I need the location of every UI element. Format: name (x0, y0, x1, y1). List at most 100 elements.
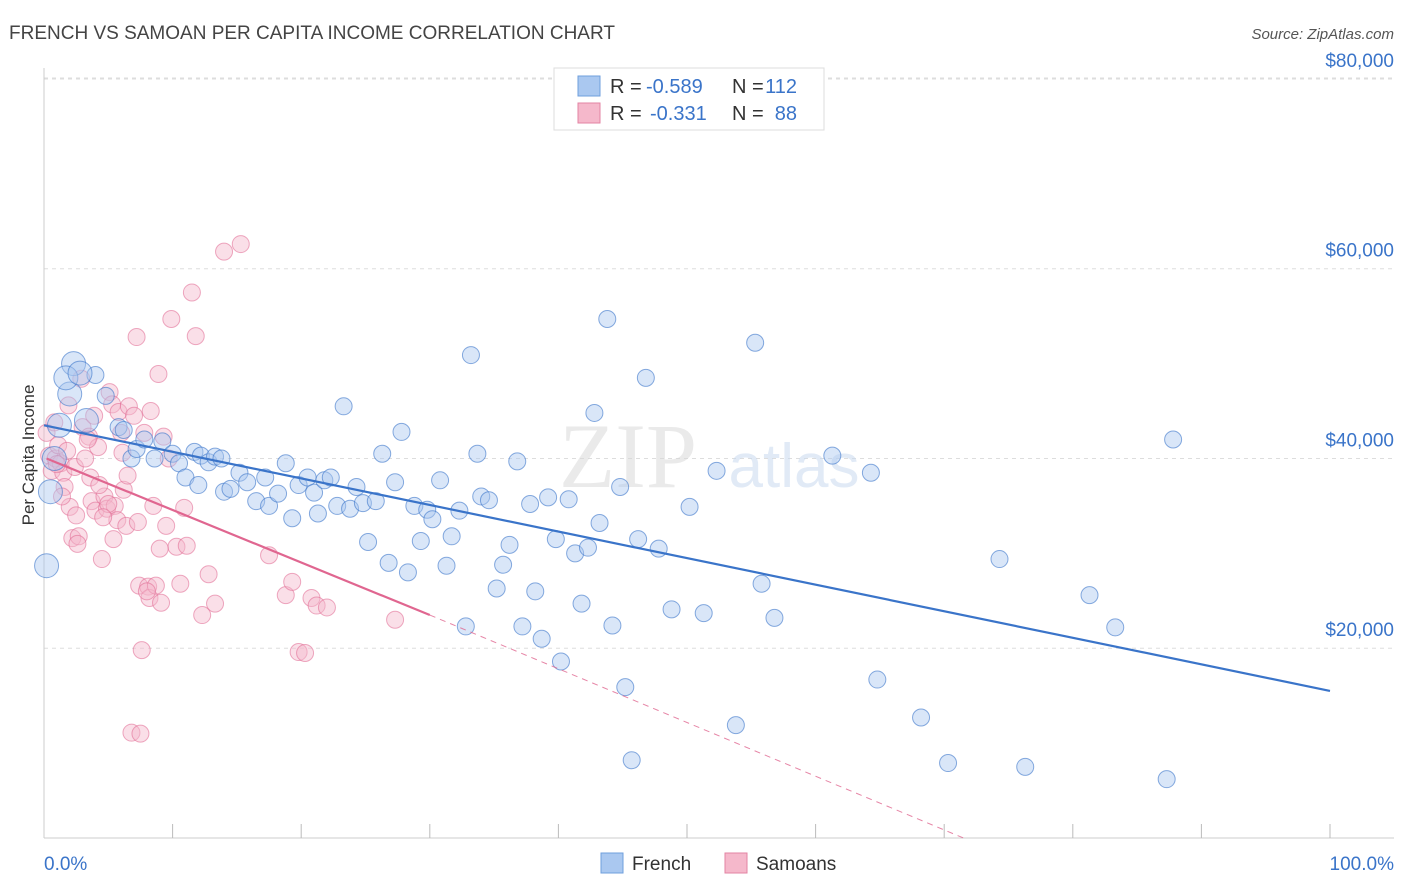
french-point (616, 678, 635, 697)
french-point (578, 538, 597, 557)
french-point (379, 553, 398, 572)
samoans-point (68, 534, 87, 553)
samoans-point (76, 449, 95, 468)
french-point (1157, 770, 1176, 789)
french-point (990, 550, 1009, 569)
french-point (746, 333, 765, 352)
samoans-point (94, 508, 113, 527)
french-point (1080, 586, 1099, 605)
french-point (726, 716, 745, 735)
french-point (526, 582, 545, 601)
french-series (34, 310, 1183, 789)
samoans-point (63, 529, 82, 548)
french-point (46, 412, 72, 438)
french-point (551, 652, 570, 671)
legend-n-value-samoans: 88 (775, 103, 797, 125)
samoans-point (105, 496, 124, 515)
samoans-trend-line (46, 457, 431, 617)
french-point (680, 497, 699, 516)
y-tick-label: $80,000 (1325, 51, 1394, 72)
samoans-point (152, 593, 171, 612)
french-point (662, 600, 681, 619)
samoans-point (89, 438, 108, 457)
french-point (305, 483, 324, 502)
samoans-point (125, 406, 144, 425)
french-point (145, 449, 164, 468)
french-point (109, 418, 128, 437)
y-tick-label: $20,000 (1325, 620, 1394, 641)
legend-r-label-french: R = (610, 76, 642, 98)
french-point (752, 574, 771, 593)
samoans-point (59, 396, 78, 415)
french-point (96, 386, 115, 405)
samoans-point (132, 641, 151, 660)
bottom-legend: French Samoans (600, 852, 836, 875)
legend-r-label-samoans: R = (610, 103, 642, 125)
french-point (392, 422, 411, 441)
samoans-point (157, 516, 176, 535)
samoans-point (215, 242, 234, 261)
samoans-point (317, 598, 336, 617)
french-point (41, 445, 67, 471)
french-point (572, 594, 591, 613)
bottom-legend-swatch-samoans (724, 852, 748, 874)
french-point (189, 476, 208, 495)
legend-n-label-french: N = (732, 76, 764, 98)
samoans-point (231, 235, 250, 254)
samoans-point (199, 565, 218, 584)
samoans-point (117, 516, 136, 535)
french-point (334, 397, 353, 416)
french-point (461, 346, 480, 365)
samoans-point (122, 723, 141, 742)
y-tick-label: $60,000 (1325, 241, 1394, 262)
french-point (86, 365, 105, 384)
french-point (53, 365, 79, 391)
french-point (347, 477, 366, 496)
french-point (585, 403, 604, 422)
french-point (61, 351, 87, 377)
samoans-point (137, 582, 156, 601)
samoans-point (141, 402, 160, 421)
french-point (398, 563, 417, 582)
samoans-point (171, 574, 190, 593)
french-point (437, 556, 456, 575)
samoans-point (58, 441, 77, 460)
bottom-legend-swatch-french (600, 852, 624, 874)
grid-lines (44, 77, 1394, 649)
french-point (114, 421, 133, 440)
samoans-point (104, 530, 123, 549)
french-point (707, 461, 726, 480)
french-point (500, 535, 519, 554)
samoans-point (206, 594, 225, 613)
french-point (67, 360, 93, 386)
bottom-legend-label-samoans: Samoans (756, 854, 836, 875)
legend-swatch-french (577, 75, 601, 97)
chart-source: Source: ZipAtlas.com (1251, 26, 1394, 43)
bottom-legend-label-french: French (632, 854, 691, 875)
french-point (423, 510, 442, 529)
samoans-point (128, 513, 147, 532)
french-point (122, 449, 141, 468)
samoans-point (162, 310, 181, 329)
legend-r-value-samoans: -0.331 (650, 103, 707, 125)
french-point (73, 408, 99, 434)
french-point (532, 629, 551, 648)
french-point (34, 553, 60, 579)
y-tick-label: $40,000 (1325, 430, 1394, 451)
samoans-point (289, 643, 308, 662)
samoans-point (386, 610, 405, 629)
french-point (289, 476, 308, 495)
samoans-point (69, 527, 88, 546)
top-legend: R = -0.589 N = 112 R = -0.331 N = 88 (553, 67, 825, 131)
french-point (629, 530, 648, 549)
legend-r-value-french: -0.589 (646, 76, 703, 98)
x-tick-marks (172, 824, 1331, 838)
french-point (598, 310, 617, 329)
french-point (765, 608, 784, 627)
samoans-point (149, 365, 168, 384)
legend-n-label-samoans: N = (732, 103, 764, 125)
french-point (37, 479, 63, 505)
french-point (487, 579, 506, 598)
samoans-point (182, 283, 201, 302)
